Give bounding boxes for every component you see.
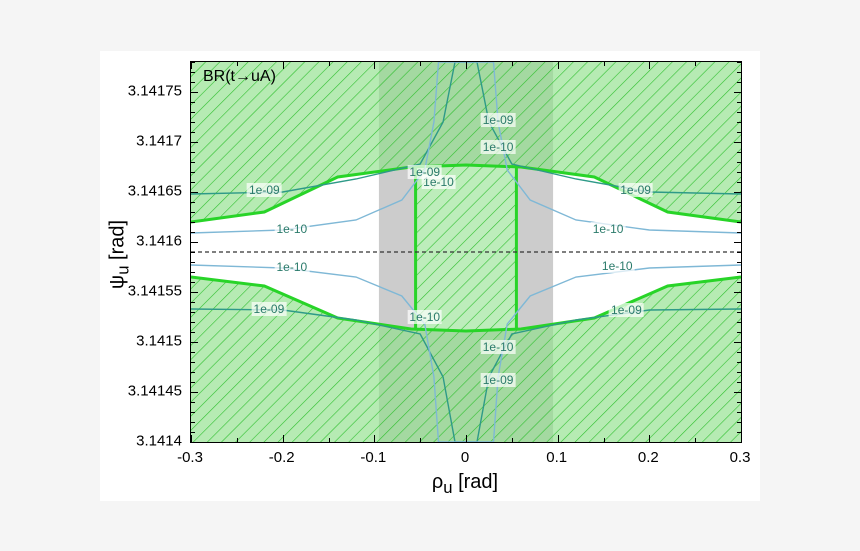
x-tick-label: 0.1: [546, 449, 567, 466]
contour-label: 1e-10: [481, 340, 516, 354]
y-tick-label: 3.14175: [128, 82, 182, 99]
y-tick-label: 3.14145: [128, 382, 182, 399]
contour-label: 1e-10: [274, 222, 309, 236]
contour-label: 1e-10: [481, 140, 516, 154]
contour-label: 1e-09: [618, 183, 653, 197]
plot-svg: [191, 62, 741, 442]
contour-label: 1e-10: [274, 260, 309, 274]
contour-label: 1e-09: [609, 303, 644, 317]
x-tick-label: 0: [461, 449, 469, 466]
contour-label: 1e-09: [407, 165, 442, 179]
x-tick-label: -0.3: [177, 449, 203, 466]
y-tick-label: 3.1416: [136, 232, 182, 249]
x-tick-label: 0.2: [638, 449, 659, 466]
contour-label: 1e-10: [407, 310, 442, 324]
contour-label: 1e-10: [600, 259, 635, 273]
contour-label: 1e-09: [481, 373, 516, 387]
x-tick-label: -0.1: [360, 449, 386, 466]
x-tick-label: 0.3: [730, 449, 751, 466]
y-tick-label: 3.1415: [136, 332, 182, 349]
y-tick-label: 3.14155: [128, 282, 182, 299]
contour-label: 1e-10: [591, 222, 626, 236]
chart-container: 1e-09 1e-09 1e-09 1e-09 1e-09 1e-09 1e-10 1e-10…: [100, 51, 760, 501]
x-tick-label: -0.2: [269, 449, 295, 466]
contour-label: 1e-09: [481, 113, 516, 127]
contour-label: 1e-09: [247, 183, 282, 197]
y-tick-label: 3.1414: [136, 432, 182, 449]
y-tick-label: 3.1417: [136, 132, 182, 149]
plot-area: 1e-09 1e-09 1e-09 1e-09 1e-09 1e-09 1e-10 1e-10…: [190, 61, 742, 443]
legend-label: BR(t→uA): [203, 68, 276, 86]
y-tick-label: 3.14165: [128, 182, 182, 199]
y-axis-label: ψu [rad]: [107, 214, 134, 294]
x-axis-label: ρu [rad]: [190, 471, 740, 498]
contour-label: 1e-09: [252, 302, 287, 316]
